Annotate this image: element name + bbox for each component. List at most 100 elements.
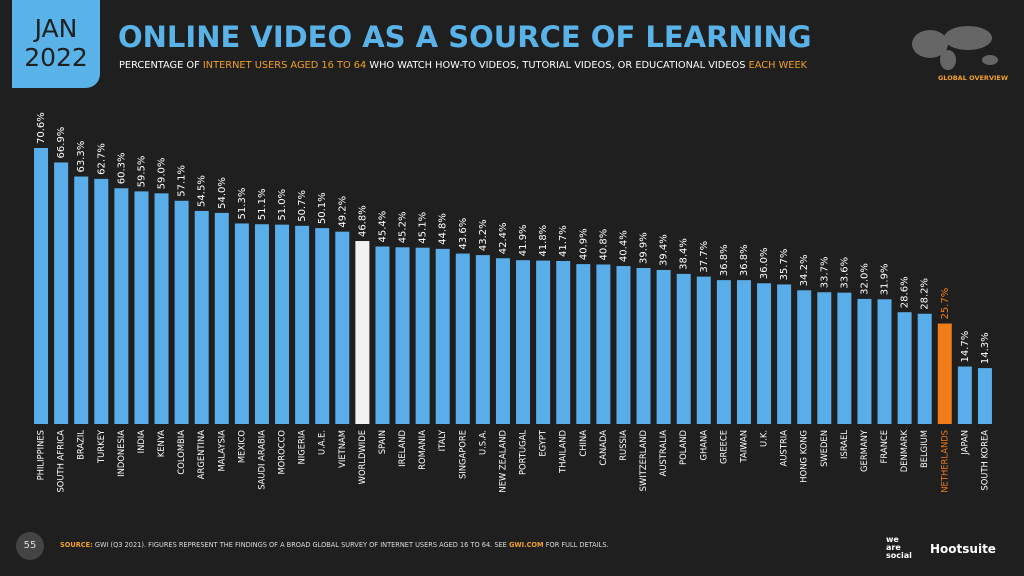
value-label: 39.9% xyxy=(639,232,650,264)
x-tick-label: EGYPT xyxy=(538,429,548,457)
value-label: 39.4% xyxy=(659,234,670,266)
logo-word: are xyxy=(886,543,901,552)
value-label: 51.3% xyxy=(237,188,248,220)
bar xyxy=(335,231,350,424)
value-label: 40.4% xyxy=(618,230,629,262)
bar xyxy=(716,280,731,424)
value-label: 70.6% xyxy=(36,112,47,144)
world-map-icon xyxy=(912,26,998,70)
bar xyxy=(194,210,209,424)
bar xyxy=(154,193,169,424)
x-tick-label: BELGIUM xyxy=(919,430,929,468)
x-tick-label: JAPAN xyxy=(959,430,969,456)
x-tick-label: WORLDWIDE xyxy=(357,430,367,484)
bar xyxy=(957,366,972,424)
bar xyxy=(696,276,711,424)
x-tick-label: SPAIN xyxy=(377,430,387,454)
subtitle-highlight: INTERNET USERS AGED 16 TO 64 xyxy=(202,60,367,71)
x-tick-label: U.K. xyxy=(759,430,769,447)
value-label: 50.1% xyxy=(317,192,328,224)
value-label: 66.9% xyxy=(56,127,67,159)
bar xyxy=(234,223,249,424)
x-tick-label: COLOMBIA xyxy=(176,430,186,475)
bar xyxy=(556,260,571,424)
bar xyxy=(54,162,69,424)
value-label: 40.8% xyxy=(598,229,609,261)
value-label: 41.8% xyxy=(538,225,549,257)
bar xyxy=(174,200,189,424)
bar xyxy=(777,284,792,424)
bar xyxy=(315,228,330,424)
value-label: 37.7% xyxy=(699,241,710,273)
value-label: 28.2% xyxy=(920,278,931,310)
value-label: 40.9% xyxy=(578,228,589,260)
value-label: 41.9% xyxy=(518,224,529,256)
bar xyxy=(475,255,490,424)
x-tick-label: TURKEY xyxy=(96,429,106,464)
value-label: 35.7% xyxy=(779,249,790,281)
bar xyxy=(395,247,410,424)
value-label: 45.2% xyxy=(398,212,409,244)
bar xyxy=(275,224,290,424)
bar xyxy=(495,258,510,424)
value-label: 43.2% xyxy=(478,219,489,251)
bar xyxy=(295,225,310,424)
value-label: 43.6% xyxy=(458,218,469,250)
x-tick-label: THAILAND xyxy=(558,430,568,474)
x-tick-label: ROMANIA xyxy=(417,430,427,470)
value-label: 14.7% xyxy=(960,331,971,363)
bar xyxy=(616,266,631,424)
x-tick-label: CHINA xyxy=(578,430,588,457)
hootsuite-logo: Hootsuite xyxy=(930,542,996,556)
bar xyxy=(757,283,772,424)
logo-word: social xyxy=(886,551,912,560)
source-label: SOURCE: xyxy=(60,541,93,549)
bar xyxy=(74,176,89,424)
date-badge: JAN 2022 xyxy=(12,0,100,88)
value-label: 51.0% xyxy=(277,189,288,221)
x-tick-label: SINGAPORE xyxy=(457,430,467,479)
value-label: 32.0% xyxy=(859,263,870,295)
bar xyxy=(636,268,651,424)
bar xyxy=(857,298,872,424)
value-label: 46.8% xyxy=(357,205,368,237)
bar xyxy=(917,313,932,424)
bar xyxy=(736,280,751,424)
x-tick-label: FRANCE xyxy=(879,430,889,463)
x-tick-label: AUSTRIA xyxy=(779,430,789,467)
x-tick-label: INDIA xyxy=(136,430,146,454)
value-label: 42.4% xyxy=(498,222,509,254)
bar xyxy=(676,273,691,424)
x-tick-label: AUSTRALIA xyxy=(658,430,668,477)
x-tick-label: MALAYSIA xyxy=(216,430,226,472)
source-text: GWI (Q3 2021). FIGURES REPRESENT THE FIN… xyxy=(92,541,509,549)
bar xyxy=(34,148,49,424)
value-label: 36.8% xyxy=(719,244,730,276)
bar xyxy=(817,292,832,424)
bar xyxy=(455,253,470,424)
x-tick-label: INDONESIA xyxy=(116,430,126,477)
value-label: 59.5% xyxy=(136,156,147,188)
source-text: FOR FULL DETAILS. xyxy=(543,541,609,549)
value-label: 60.3% xyxy=(116,152,127,184)
x-tick-label: KENYA xyxy=(156,430,166,458)
bar xyxy=(214,212,229,424)
subtitle-highlight: EACH WEEK xyxy=(748,60,808,71)
x-tick-label: GERMANY xyxy=(859,429,869,472)
value-label: 44.8% xyxy=(438,213,449,245)
value-label: 33.6% xyxy=(839,257,850,289)
x-tick-label: U.A.E. xyxy=(317,430,327,455)
bar xyxy=(977,368,992,424)
bar xyxy=(837,292,852,424)
x-tick-label: SWITZERLAND xyxy=(638,430,648,491)
bar xyxy=(415,247,430,424)
badge-month: JAN xyxy=(34,14,78,43)
x-tick-label: MOROCCO xyxy=(277,430,287,475)
value-label: 54.5% xyxy=(197,175,208,207)
x-tick-label: NETHERLANDS xyxy=(939,430,949,493)
x-tick-label: PORTUGAL xyxy=(518,430,528,475)
bar xyxy=(937,323,952,424)
value-label: 62.7% xyxy=(96,143,107,175)
source-link: GWI.COM xyxy=(508,541,544,549)
value-label: 31.9% xyxy=(880,264,891,296)
